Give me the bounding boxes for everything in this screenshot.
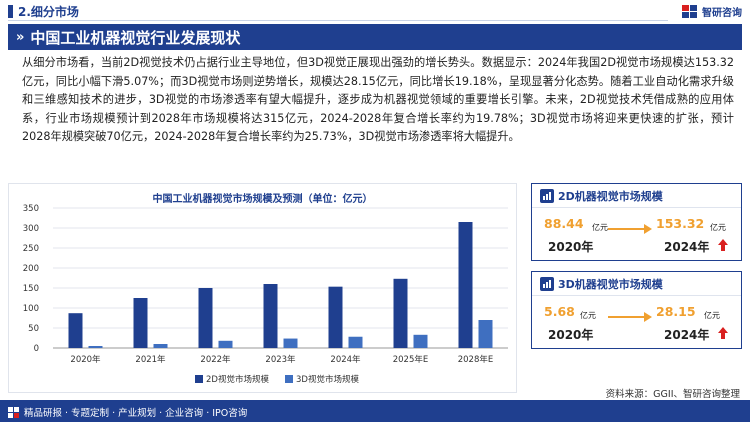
- brand-logo-icon: [682, 4, 697, 18]
- legend-swatch: [195, 375, 203, 383]
- y-tick-label: 250: [23, 244, 39, 254]
- source-note: 资料来源：GGII、智研咨询整理: [605, 389, 740, 400]
- end-unit: 亿元: [704, 311, 720, 320]
- y-tick-label: 50: [28, 324, 39, 334]
- page-title: 中国工业机器视觉行业发展现状: [30, 28, 241, 47]
- card-title: 3D机器视觉市场规模: [558, 277, 663, 291]
- bar-2d: [198, 288, 213, 348]
- y-tick-label: 300: [23, 224, 39, 234]
- legend-label: 3D视觉市场规模: [296, 374, 359, 385]
- end-value: 28.15: [656, 304, 696, 319]
- x-tick-label: 2023年: [265, 354, 296, 365]
- y-tick-label: 0: [34, 344, 39, 354]
- start-value: 5.68: [544, 304, 575, 319]
- bar-2d: [133, 298, 148, 348]
- footer-logo-icon: [8, 406, 19, 418]
- y-tick-label: 200: [23, 264, 39, 274]
- chart-panel: 0 50 100 150 200 250 300 350 2020年 2021年 2022年 2023…: [8, 183, 517, 393]
- bar-3d: [478, 320, 493, 348]
- card-2d-market: 2D机器视觉市场规模 88.44 亿元 2020年 153.32 亿元 2024…: [531, 183, 742, 261]
- title-bar: » 中国工业机器视觉行业发展现状: [8, 24, 742, 50]
- bar-3d: [218, 340, 233, 348]
- start-year: 2020年: [548, 328, 594, 342]
- bar-3d: [88, 346, 103, 348]
- brand: 智研咨询: [682, 4, 742, 19]
- up-arrow-icon: [718, 327, 728, 339]
- x-tick-label: 2024年: [330, 354, 361, 365]
- chart-bars-icon: [540, 188, 554, 203]
- legend-label: 2D视觉市场规模: [206, 374, 269, 385]
- end-value: 153.32: [656, 216, 705, 231]
- card-body: 88.44 亿元 2020年 153.32 亿元 2024年: [532, 208, 741, 260]
- start-unit: 亿元: [580, 311, 596, 320]
- x-tick-label: 2025年E: [393, 354, 429, 365]
- end-unit: 亿元: [710, 223, 726, 232]
- card-title: 2D机器视觉市场规模: [558, 189, 663, 203]
- bar-3d: [283, 338, 298, 348]
- card-body: 5.68 亿元 2020年 28.15 亿元 2024年: [532, 296, 741, 348]
- body-paragraph: 从细分市场看，当前2D视觉技术仍占据行业主导地位，但3D视觉正展现出强劲的增长势…: [22, 56, 734, 144]
- section-label: 2.细分市场: [18, 4, 79, 19]
- x-tick-label: 2022年: [200, 354, 231, 365]
- bar-3d: [153, 344, 168, 348]
- top-bar: 2.细分市场 智研咨询: [0, 0, 750, 22]
- footer-bar: 精品研报 · 专题定制 · 产业规划 · 企业咨询 · IPO咨询: [0, 400, 750, 422]
- bar-2d: [68, 313, 83, 348]
- arrow-right-icon: [608, 224, 652, 234]
- section-marker: [8, 4, 13, 18]
- chart-bars-icon: [540, 276, 554, 291]
- x-tick-label: 2020年: [70, 354, 101, 365]
- bar-2d: [263, 284, 278, 348]
- end-year: 2024年: [664, 328, 710, 342]
- section-tag: 2.细分市场: [8, 3, 79, 19]
- brand-name: 智研咨询: [702, 8, 742, 19]
- bar-2d: [328, 286, 343, 348]
- x-tick-label: 2028年E: [458, 354, 494, 365]
- up-arrow-icon: [718, 239, 728, 251]
- footer-text: 精品研报 · 专题定制 · 产业规划 · 企业咨询 · IPO咨询: [24, 408, 248, 419]
- x-tick-label: 2021年: [135, 354, 166, 365]
- y-tick-label: 100: [23, 304, 39, 314]
- card-3d-market: 3D机器视觉市场规模 5.68 亿元 2020年 28.15 亿元 2024年: [531, 271, 742, 349]
- y-tick-label: 350: [23, 204, 39, 214]
- start-year: 2020年: [548, 240, 594, 254]
- end-year: 2024年: [664, 240, 710, 254]
- start-value: 88.44: [544, 216, 584, 231]
- legend-swatch: [285, 375, 293, 383]
- start-unit: 亿元: [592, 223, 608, 232]
- arrow-right-icon: [608, 312, 652, 322]
- double-chevron-icon: »: [16, 29, 25, 45]
- bar-2d: [458, 222, 473, 348]
- bar-3d: [413, 334, 428, 348]
- card-header: 2D机器视觉市场规模: [532, 184, 741, 208]
- y-tick-label: 150: [23, 284, 39, 294]
- bar-2d: [393, 278, 408, 348]
- card-header: 3D机器视觉市场规模: [532, 272, 741, 296]
- chart-title: 中国工业机器视觉市场规模及预测（单位：亿元）: [152, 194, 373, 205]
- top-divider: [8, 20, 668, 21]
- footer-left: 精品研报 · 专题定制 · 产业规划 · 企业咨询 · IPO咨询: [8, 405, 247, 419]
- bar-chart: 0 50 100 150 200 250 300 350 2020年 2021年 2022年 2023…: [23, 204, 508, 385]
- bar-3d: [348, 336, 363, 348]
